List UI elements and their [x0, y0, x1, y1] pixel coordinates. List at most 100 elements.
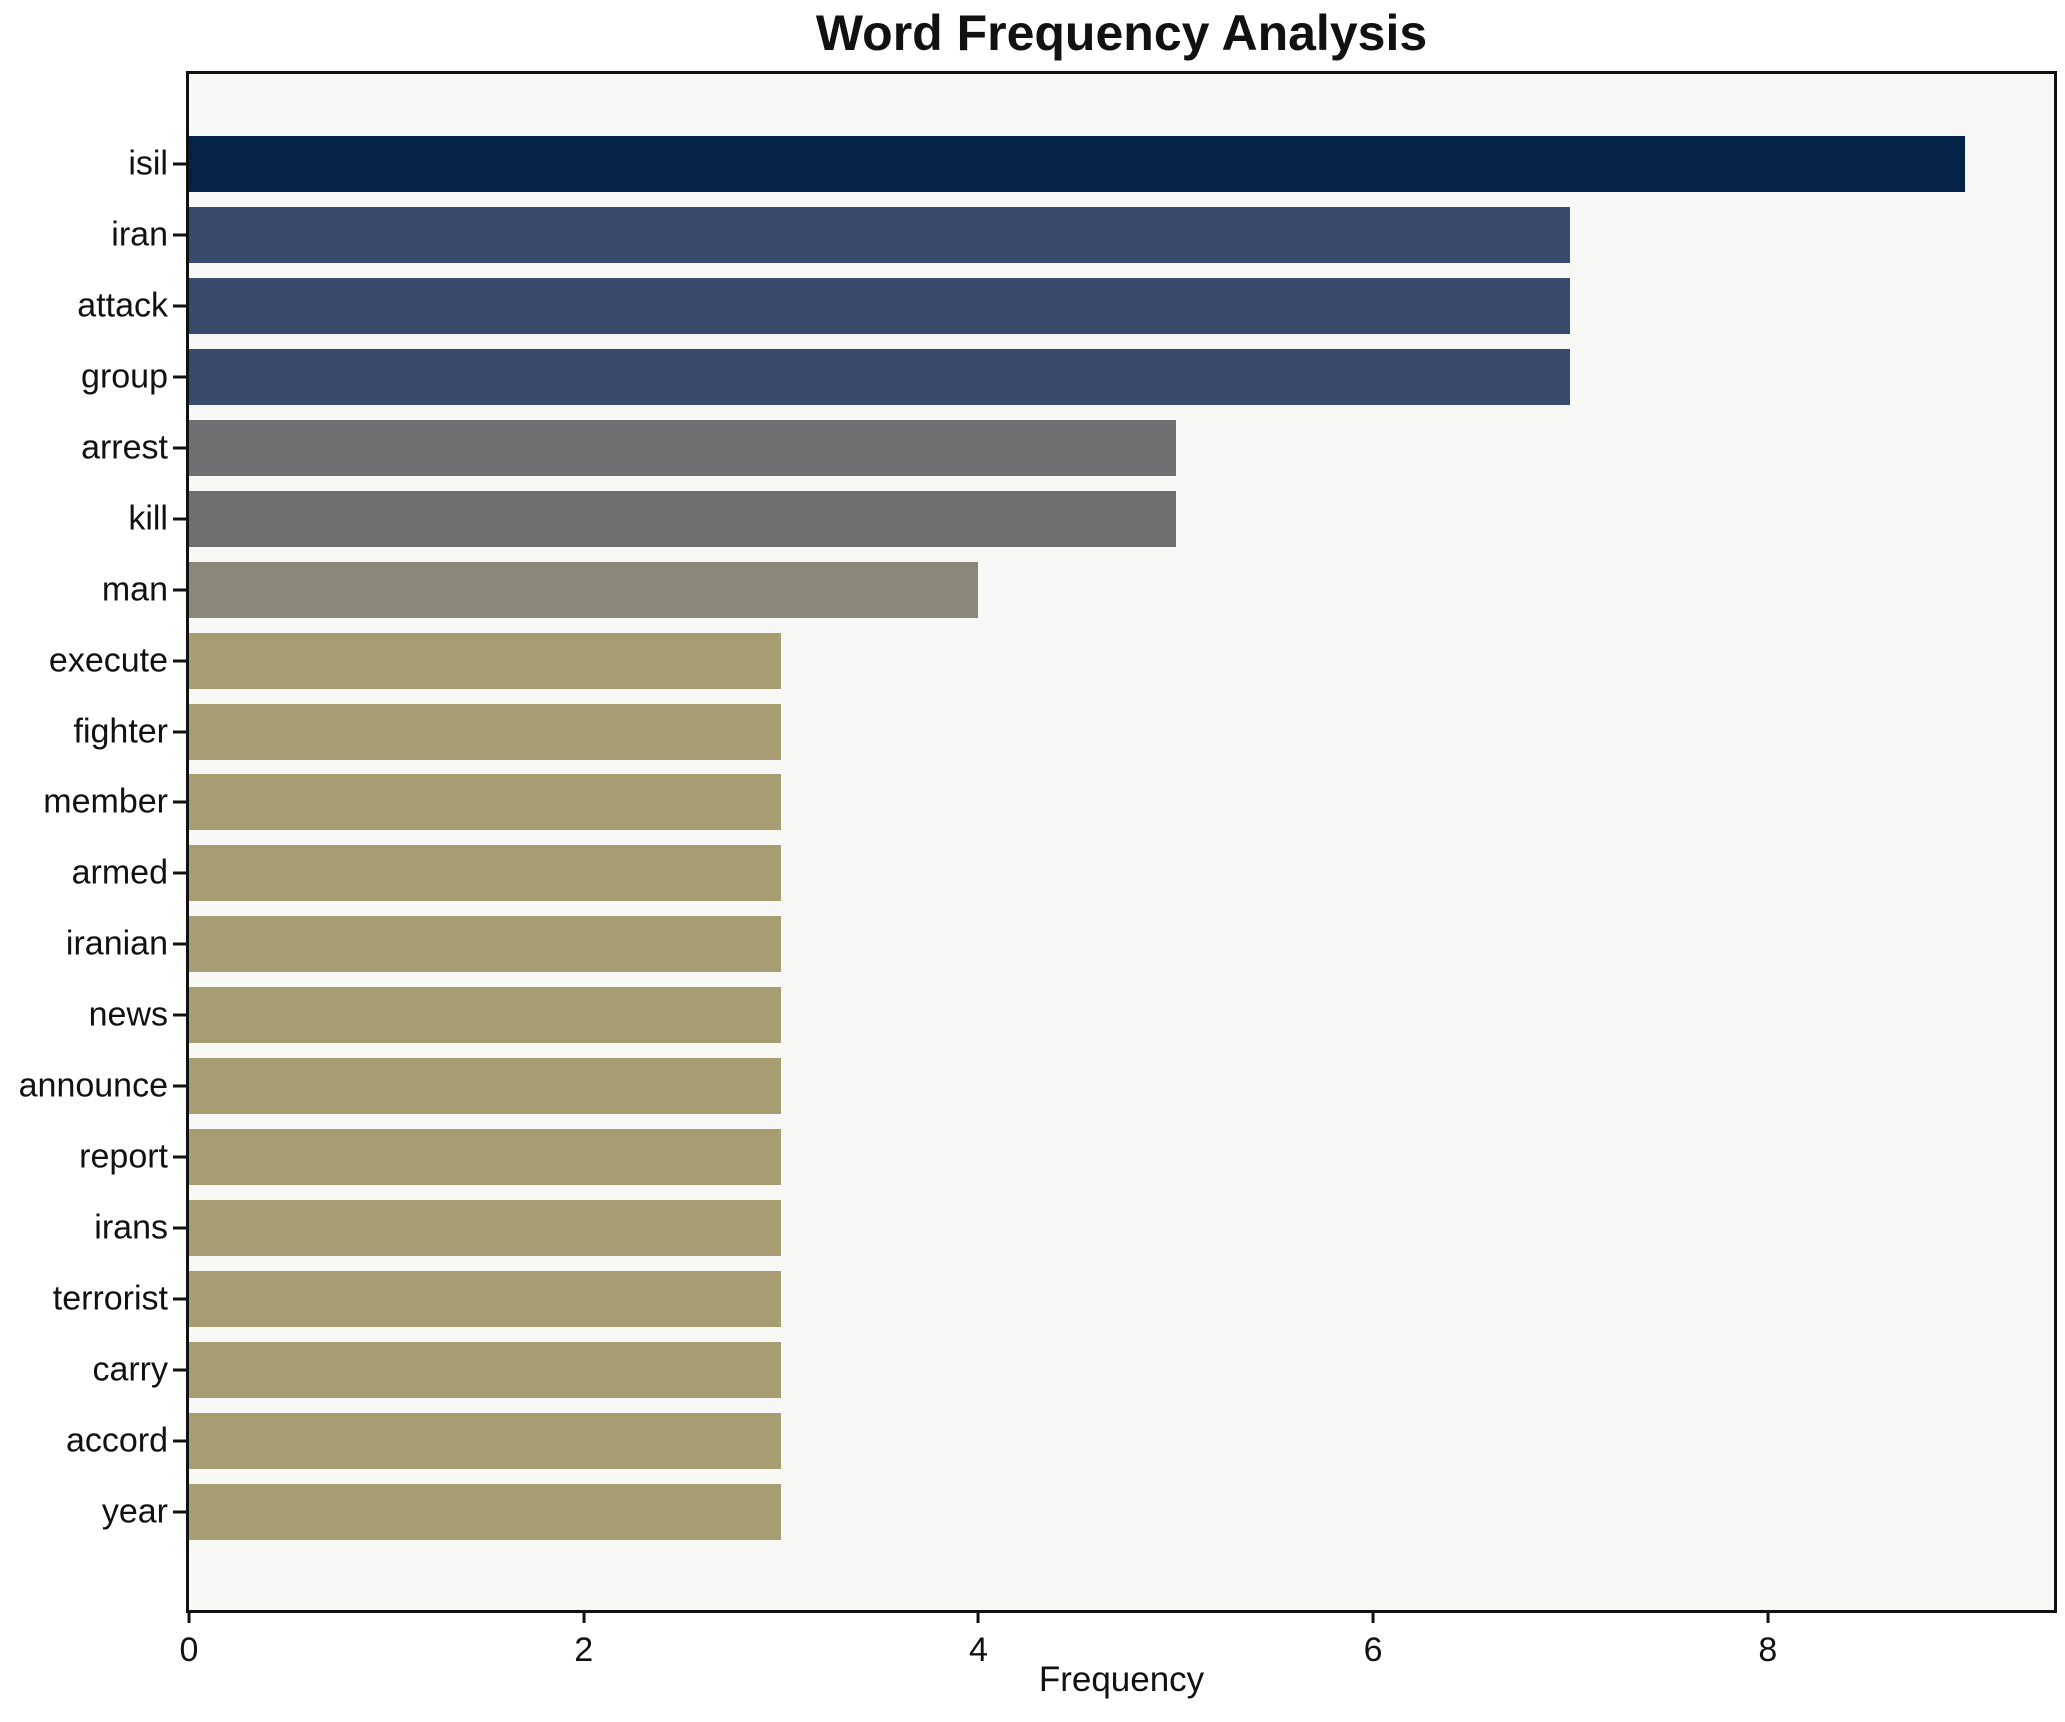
- bar-row: news: [89, 987, 2054, 1044]
- bar-row: year: [102, 1483, 2054, 1540]
- y-tick-mark: [173, 942, 186, 946]
- y-tick-mark: [173, 1368, 186, 1372]
- y-tick-mark: [173, 1013, 186, 1017]
- y-tick-mark: [173, 162, 186, 166]
- bar-row: fighter: [74, 703, 2054, 760]
- frequency-bar: [189, 774, 782, 831]
- frequency-bar: [189, 845, 782, 902]
- x-tick-label: 8: [1758, 1631, 1778, 1669]
- y-axis-label: member: [43, 782, 168, 821]
- y-tick-mark: [173, 1439, 186, 1443]
- x-tick-label: 0: [179, 1631, 199, 1669]
- y-axis-label: isil: [128, 144, 168, 183]
- y-axis-label: carry: [92, 1350, 168, 1389]
- x-tick-label: 4: [968, 1631, 988, 1669]
- x-tick-mark: [1766, 1613, 1770, 1623]
- y-tick-mark: [173, 730, 186, 733]
- bar-row: carry: [92, 1341, 2054, 1398]
- y-tick-mark: [173, 304, 186, 308]
- x-axis: 0 2 4 6 8: [180, 1613, 2054, 1673]
- frequency-bar: [189, 1341, 782, 1398]
- y-axis-label: attack: [77, 286, 168, 325]
- y-axis-label: iran: [111, 215, 168, 254]
- frequency-bar: [189, 987, 782, 1044]
- bar-row: isil: [128, 136, 2054, 192]
- frequency-bar: [189, 632, 782, 689]
- y-axis-label: irans: [94, 1208, 168, 1247]
- x-tick-label: 2: [574, 1631, 594, 1669]
- bar-row: group: [81, 348, 2054, 405]
- x-tick-mark: [1371, 1613, 1375, 1623]
- frequency-bar: [189, 348, 1571, 405]
- x-tick-mark: [976, 1613, 980, 1623]
- y-tick-mark: [173, 1297, 186, 1301]
- bar-row: report: [79, 1129, 2054, 1186]
- chart-title: Word Frequency Analysis: [815, 5, 1428, 61]
- frequency-bar: [189, 206, 1571, 263]
- frequency-bar: [189, 561, 979, 618]
- y-axis-label: arrest: [81, 428, 168, 467]
- y-axis-label: announce: [18, 1066, 168, 1105]
- y-axis-label: execute: [48, 641, 168, 680]
- bar-row: arrest: [81, 419, 2054, 476]
- y-tick-mark: [173, 233, 186, 237]
- frequency-bar: [189, 1058, 782, 1115]
- bar-row: armed: [72, 845, 2054, 902]
- x-tick-mark: [582, 1613, 586, 1623]
- bar-row: irans: [94, 1200, 2054, 1257]
- y-tick-mark: [173, 800, 186, 804]
- y-axis-label: man: [101, 570, 168, 609]
- y-axis-label: report: [79, 1137, 168, 1176]
- y-axis-label: armed: [71, 853, 168, 892]
- y-tick-mark: [173, 659, 186, 663]
- x-tick: 8: [1758, 1613, 1777, 1670]
- x-tick-mark: [187, 1613, 191, 1623]
- frequency-bar: [189, 1129, 782, 1186]
- frequency-bar: [189, 1271, 782, 1327]
- bar-row: iran: [111, 206, 2054, 263]
- bar-row: accord: [66, 1412, 2054, 1469]
- bar-row: iranian: [66, 916, 2054, 973]
- frequency-bar: [189, 490, 1176, 547]
- y-axis-label: group: [81, 357, 168, 396]
- y-axis-label: terrorist: [52, 1279, 168, 1318]
- x-tick: 0: [179, 1613, 199, 1670]
- plot-area: isil iran attack group arrest kill man execute f…: [19, 71, 2057, 1613]
- frequency-bar: [189, 136, 1966, 192]
- y-axis-label: kill: [128, 499, 168, 538]
- y-tick-mark: [173, 588, 186, 592]
- y-axis-label: news: [88, 995, 168, 1034]
- y-tick-mark: [173, 517, 186, 521]
- bar-row: terrorist: [53, 1271, 2054, 1327]
- x-tick-label: 6: [1363, 1631, 1383, 1669]
- frequency-bar: [189, 1200, 782, 1257]
- frequency-bar: [189, 419, 1176, 476]
- y-tick-mark: [173, 375, 186, 379]
- y-axis-label: iranian: [65, 924, 168, 963]
- x-axis-title: Frequency: [1038, 1660, 1205, 1699]
- x-tick: 2: [574, 1613, 593, 1670]
- y-tick-mark: [173, 1510, 186, 1514]
- bar-row: member: [43, 774, 2054, 831]
- y-axis-label: accord: [65, 1421, 168, 1460]
- frequency-bar: [189, 1483, 782, 1540]
- frequency-bar: [189, 1412, 782, 1469]
- bar-row: announce: [19, 1058, 2054, 1115]
- y-tick-mark: [173, 1226, 186, 1230]
- frequency-bar: [189, 916, 782, 973]
- y-axis-label: fighter: [73, 712, 169, 750]
- y-tick-mark: [173, 1155, 186, 1159]
- y-axis-label: year: [101, 1492, 168, 1531]
- frequency-bar: [189, 703, 782, 760]
- y-tick-mark: [173, 446, 186, 450]
- y-tick-mark: [173, 1084, 186, 1088]
- x-tick: 4: [969, 1613, 988, 1670]
- bar-row: kill: [128, 490, 2054, 547]
- bar-row: man: [102, 561, 2054, 618]
- bar-row: execute: [49, 632, 2054, 689]
- x-tick: 6: [1364, 1613, 1383, 1670]
- bar-row: attack: [77, 277, 2054, 334]
- y-tick-mark: [173, 871, 186, 875]
- frequency-bar: [189, 277, 1571, 334]
